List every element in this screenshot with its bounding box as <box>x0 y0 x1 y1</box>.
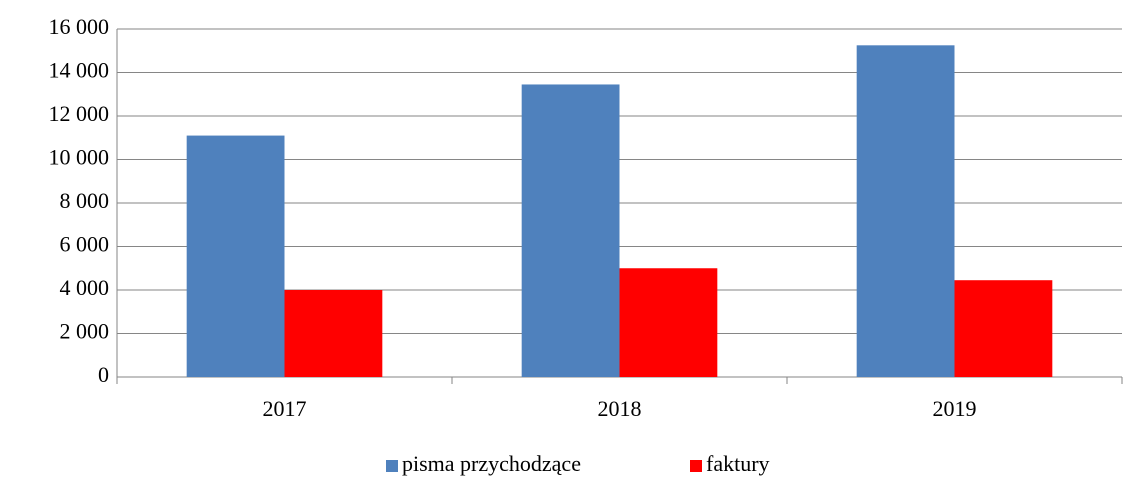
y-tick-label: 10 000 <box>49 145 110 170</box>
legend-swatch <box>386 460 398 472</box>
bar <box>856 45 955 377</box>
y-tick-label: 16 000 <box>49 14 110 39</box>
y-tick-label: 6 000 <box>60 232 110 257</box>
y-tick-label: 2 000 <box>60 319 110 344</box>
y-tick-label: 0 <box>98 362 109 387</box>
y-tick-label: 12 000 <box>49 101 110 126</box>
legend-swatch <box>690 460 702 472</box>
y-tick-label: 4 000 <box>60 275 110 300</box>
bar <box>954 280 1053 377</box>
bar <box>186 135 285 377</box>
bar <box>284 290 383 377</box>
x-tick-label: 2018 <box>598 396 642 421</box>
y-tick-label: 8 000 <box>60 188 110 213</box>
legend-label: pisma przychodzące <box>402 451 581 476</box>
y-tick-label: 14 000 <box>49 58 110 83</box>
bar <box>619 268 718 377</box>
x-tick-label: 2017 <box>263 396 307 421</box>
legend-label: faktury <box>706 451 770 476</box>
x-tick-label: 2019 <box>933 396 977 421</box>
bar <box>521 84 620 378</box>
